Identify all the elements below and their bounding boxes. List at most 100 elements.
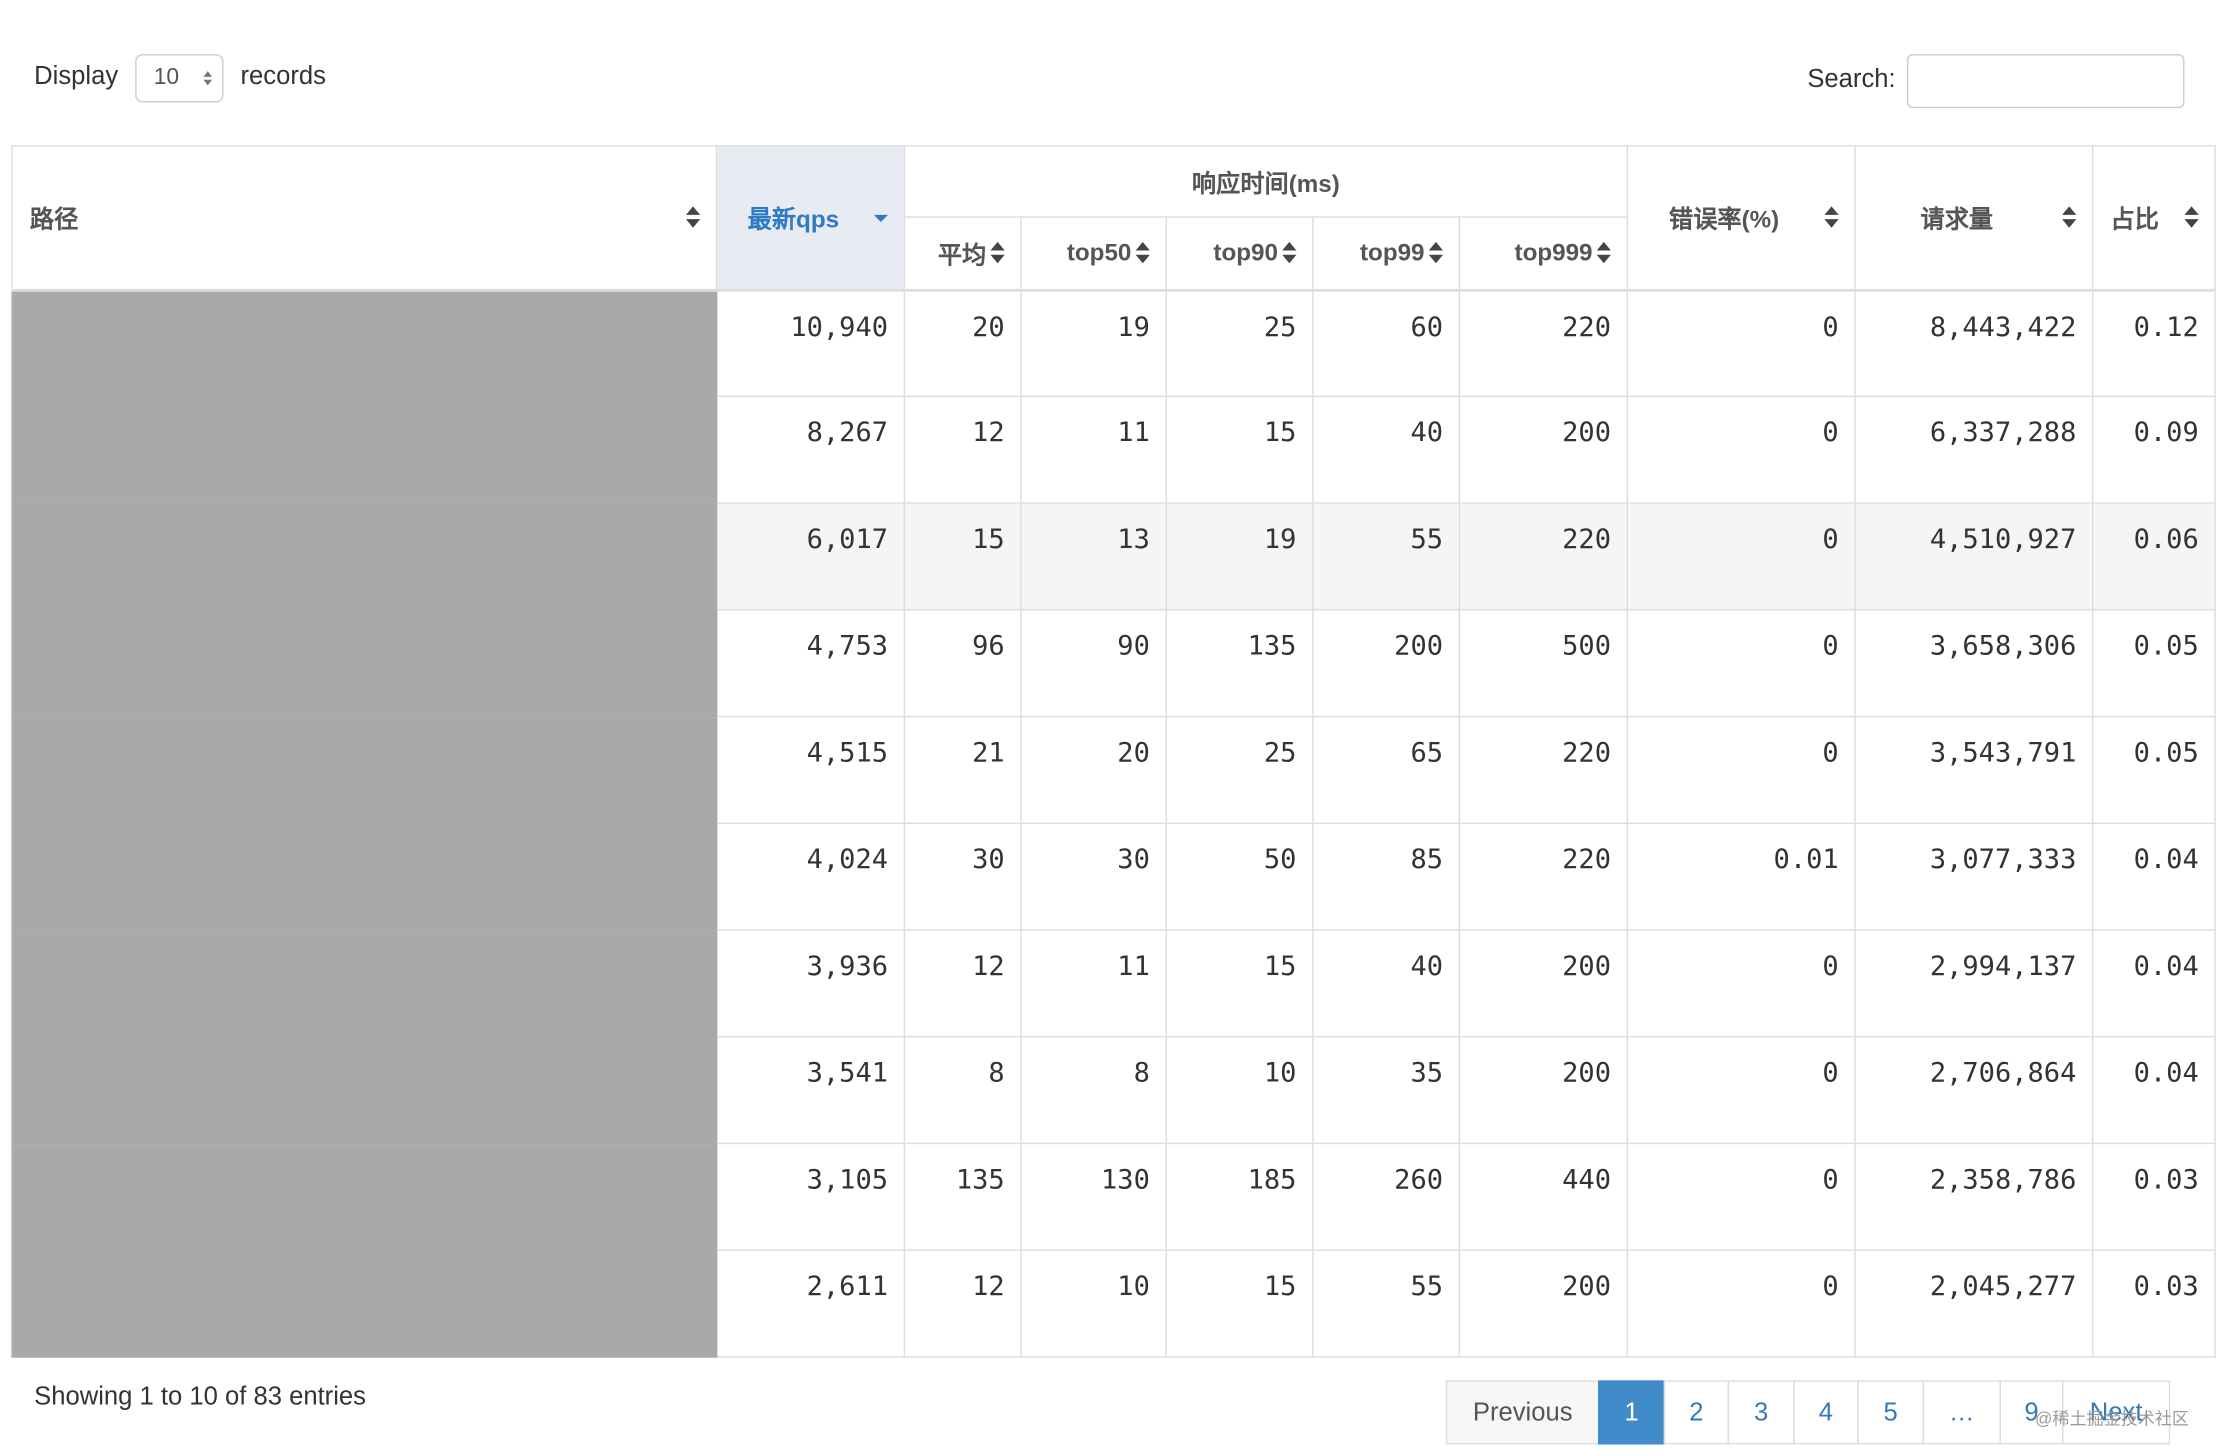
- page-button[interactable]: 4: [1793, 1380, 1859, 1445]
- table-cell: 0: [1626, 395, 1856, 504]
- table-cell: 0: [1626, 502, 1856, 611]
- page-button[interactable]: …: [1922, 1380, 2001, 1445]
- header-text: top50: [1066, 238, 1132, 266]
- table-cell: 2,045,277: [1854, 1249, 2094, 1358]
- page-button[interactable]: Previous: [1445, 1380, 1600, 1445]
- header-text: 请求量: [1920, 206, 1994, 234]
- table-cell: 11: [1020, 929, 1167, 1038]
- table-cell: 2,706,864: [1854, 1036, 2094, 1145]
- column-header[interactable]: 路径: [11, 145, 718, 291]
- table-cell: 15: [1165, 395, 1314, 504]
- column-header[interactable]: 最新qps: [715, 145, 906, 291]
- redacted-path: [11, 929, 718, 1038]
- table-cell: 0.04: [2092, 822, 2216, 931]
- page-button[interactable]: 2: [1663, 1380, 1730, 1445]
- sort-icon: [2062, 205, 2077, 228]
- column-header[interactable]: top99: [1312, 216, 1461, 291]
- table-info: Showing 1 to 10 of 83 entries: [34, 1381, 366, 1411]
- table-cell: 3,543,791: [1854, 715, 2094, 824]
- column-header[interactable]: 平均: [903, 216, 1022, 291]
- table-cell: 8,443,422: [1854, 288, 2094, 398]
- table-cell: 6,017: [715, 502, 906, 611]
- select-arrows: [203, 71, 213, 86]
- table-cell: 40: [1312, 395, 1461, 504]
- table-cell: 4,024: [715, 822, 906, 931]
- header-text: 占比: [2110, 206, 2159, 234]
- page-button[interactable]: 1: [1598, 1380, 1666, 1445]
- table-cell: 0: [1626, 1142, 1856, 1251]
- column-header[interactable]: top50: [1020, 216, 1167, 291]
- table-cell: 12: [903, 1249, 1022, 1358]
- search-input[interactable]: [1906, 54, 2185, 109]
- sort-icon: [1824, 205, 1839, 228]
- table-cell: 25: [1165, 288, 1314, 398]
- header-text: 错误率(%): [1669, 206, 1780, 234]
- table-cell: 15: [1165, 929, 1314, 1038]
- sort-icon: [1596, 241, 1611, 263]
- table-cell: 13: [1020, 502, 1167, 611]
- table-cell: 3,077,333: [1854, 822, 2094, 931]
- table-cell: 55: [1312, 502, 1461, 611]
- table-cell: 55: [1312, 1249, 1461, 1358]
- table-cell: 0.05: [2092, 609, 2216, 718]
- table-cell: 220: [1458, 288, 1629, 398]
- table-cell: 3,105: [715, 1142, 906, 1251]
- redacted-path: [11, 288, 718, 398]
- table-cell: 19: [1020, 288, 1167, 398]
- table-cell: 19: [1165, 502, 1314, 611]
- table-cell: 260: [1312, 1142, 1461, 1251]
- header-text: top99: [1359, 238, 1425, 266]
- table-cell: 2,994,137: [1854, 929, 2094, 1038]
- table-cell: 8: [1020, 1036, 1167, 1145]
- page-button[interactable]: 5: [1857, 1380, 1925, 1445]
- redacted-path: [11, 502, 718, 611]
- table-cell: 15: [1165, 1249, 1314, 1358]
- table-cell: 500: [1458, 609, 1629, 718]
- group-header: 响应时间(ms): [903, 145, 1629, 218]
- column-header[interactable]: 请求量: [1854, 145, 2094, 291]
- redacted-path: [11, 395, 718, 504]
- page-length-select[interactable]: 10: [135, 54, 224, 103]
- sort-icon: [1135, 241, 1150, 263]
- table-cell: 8,267: [715, 395, 906, 504]
- table-cell: 200: [1458, 1036, 1629, 1145]
- table-cell: 0.05: [2092, 715, 2216, 824]
- table-cell: 10: [1020, 1249, 1167, 1358]
- column-header[interactable]: 错误率(%): [1626, 145, 1856, 291]
- table-cell: 0.03: [2092, 1249, 2216, 1358]
- column-header[interactable]: 占比: [2092, 145, 2216, 291]
- watermark: @稀土掘金技术社区: [2035, 1408, 2189, 1429]
- table-cell: 6,337,288: [1854, 395, 2094, 504]
- sort-icon: [1282, 241, 1297, 263]
- page-button[interactable]: Next: [2062, 1380, 2171, 1445]
- redacted-path: [11, 822, 718, 931]
- column-header[interactable]: top90: [1165, 216, 1314, 291]
- table-cell: 130: [1020, 1142, 1167, 1251]
- sort-icon: [685, 205, 701, 228]
- table-cell: 12: [903, 929, 1022, 1038]
- table-row: 3,936 12 11 15 40 200 0 2,994,137 0.04: [11, 929, 2216, 1038]
- table-cell: 0: [1626, 929, 1856, 1038]
- table-cell: 35: [1312, 1036, 1461, 1145]
- table-cell: 4,515: [715, 715, 906, 824]
- table-cell: 60: [1312, 288, 1461, 398]
- header-row: 路径 最新qps 响应时间(ms) 错误率(%) 请求量 占比: [11, 145, 2216, 291]
- redacted-path: [11, 715, 718, 824]
- header-text: top999: [1514, 238, 1593, 266]
- table-cell: 3,936: [715, 929, 906, 1038]
- table-cell: 0: [1626, 1036, 1856, 1145]
- table-cell: 40: [1312, 929, 1461, 1038]
- table-cell: 90: [1020, 609, 1167, 718]
- table-row: 3,541 8 8 10 35 200 0 2,706,864 0.04: [11, 1036, 2216, 1145]
- redacted-path: [11, 1036, 718, 1145]
- table-cell: 20: [1020, 715, 1167, 824]
- table-cell: 440: [1458, 1142, 1629, 1251]
- header-row: 平均 top50 top90 top99 top999: [12, 216, 2215, 291]
- table-cell: 0: [1626, 715, 1856, 824]
- page-button[interactable]: 3: [1727, 1380, 1795, 1445]
- table-cell: 0.03: [2092, 1142, 2216, 1251]
- table-cell: 85: [1312, 822, 1461, 931]
- column-header[interactable]: top999: [1458, 216, 1629, 291]
